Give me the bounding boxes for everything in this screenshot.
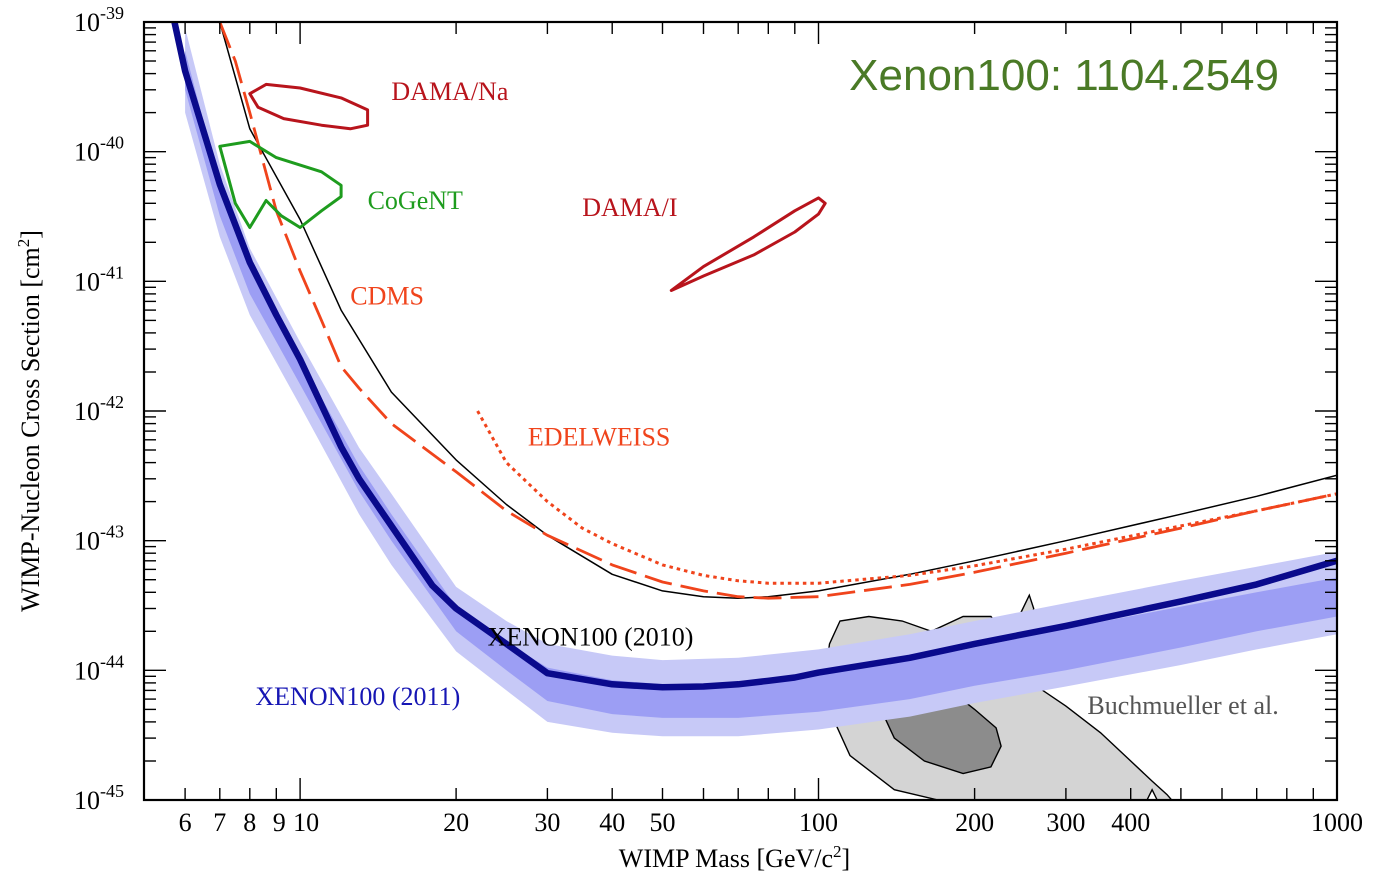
y-tick-exponent: -44 — [100, 651, 124, 671]
label-dama-i: DAMA/I — [582, 193, 677, 222]
x-tick-label: 20 — [443, 808, 469, 837]
y-axis-title-sup: 2 — [14, 239, 33, 248]
chart-title: Xenon100: 1104.2549 — [849, 51, 1279, 100]
y-tick-label: 10-39 — [74, 3, 124, 37]
axis-ticks — [143, 21, 1337, 801]
x-tick-label: 9 — [273, 808, 286, 837]
curve-cdms — [218, 22, 1337, 600]
y-tick-label: 10-43 — [74, 522, 124, 556]
y-tick-exponent: -40 — [100, 133, 124, 153]
x-axis-title: WIMP Mass [GeV/c2] — [619, 842, 850, 873]
curve-xenon2010 — [219, 22, 1337, 599]
label-cdms: CDMS — [350, 282, 424, 311]
limit-curves — [171, 22, 1337, 691]
y-tick-exponent: -41 — [100, 262, 124, 282]
y-tick-base: 10 — [74, 138, 100, 167]
y-tick-label: 10-41 — [74, 262, 124, 296]
y-tick-exponent: -39 — [100, 3, 124, 23]
x-tick-label: 400 — [1111, 808, 1150, 837]
label-buchmueller-et-al: Buchmueller et al. — [1087, 691, 1278, 720]
plot-area: DAMA/Na DAMA/I CoGeNT CDMS EDELWEISS XENON100… — [171, 22, 1337, 800]
x-tick-label: 8 — [243, 808, 256, 837]
region-dama-na — [248, 82, 370, 131]
curve-xenon2011 — [171, 22, 1337, 691]
x-axis-title-main: WIMP Mass [GeV/c — [619, 844, 833, 873]
label-dama-na: DAMA/Na — [391, 77, 508, 106]
x-tick-label: 7 — [213, 808, 226, 837]
signal-regions — [218, 82, 827, 292]
region-cogent — [218, 139, 343, 229]
sensitivity-bands — [185, 27, 1337, 737]
label-edelweiss: EDELWEISS — [528, 423, 671, 452]
y-tick-base: 10 — [74, 8, 100, 37]
y-tick-base: 10 — [74, 267, 100, 296]
label-xenon100-2010: XENON100 (2010) — [488, 622, 694, 651]
y-tick-label: 10-42 — [74, 392, 124, 426]
y-axis-title: WIMP-Nucleon Cross Section [cm2] — [14, 230, 45, 612]
y-tick-exponent: -42 — [100, 392, 124, 412]
y-tick-base: 10 — [74, 656, 100, 685]
y-tick-label: 10-40 — [74, 133, 124, 167]
x-tick-label: 200 — [955, 808, 994, 837]
label-xenon100-2011: XENON100 (2011) — [255, 682, 460, 711]
y-tick-exponent: -43 — [100, 522, 124, 542]
x-tick-label: 10 — [293, 808, 319, 837]
y-tick-label: 10-44 — [74, 651, 124, 685]
band-1-sigma — [185, 50, 1337, 718]
x-tick-label: 30 — [534, 808, 560, 837]
y-axis-title-main: WIMP-Nucleon Cross Section [cm — [16, 247, 45, 612]
label-cogent: CoGeNT — [368, 186, 463, 215]
x-tick-label: 50 — [650, 808, 676, 837]
x-tick-label: 1000 — [1311, 808, 1363, 837]
y-tick-base: 10 — [74, 397, 100, 426]
y-tick-exponent: -45 — [100, 781, 124, 801]
y-tick-base: 10 — [74, 527, 100, 556]
x-axis-title-sup: 2 — [833, 842, 842, 861]
y-tick-label: 10-45 — [74, 781, 124, 815]
axis-tick-labels: 6 7 8 9 10 20 30 40 50 100 200 300 400 100010-4510-44… — [74, 3, 1363, 837]
x-tick-label: 100 — [799, 808, 838, 837]
region-dama-i — [669, 196, 827, 292]
curve-labels: DAMA/Na DAMA/I CoGeNT CDMS EDELWEISS XENON100… — [255, 77, 1278, 720]
y-tick-base: 10 — [74, 786, 100, 815]
x-tick-label: 6 — [179, 808, 192, 837]
x-tick-label: 40 — [599, 808, 625, 837]
x-tick-label: 300 — [1046, 808, 1085, 837]
curve-edelweiss — [476, 410, 1337, 585]
x-axis-title-tail: ] — [842, 844, 851, 873]
y-axis-title-tail: ] — [16, 230, 45, 239]
